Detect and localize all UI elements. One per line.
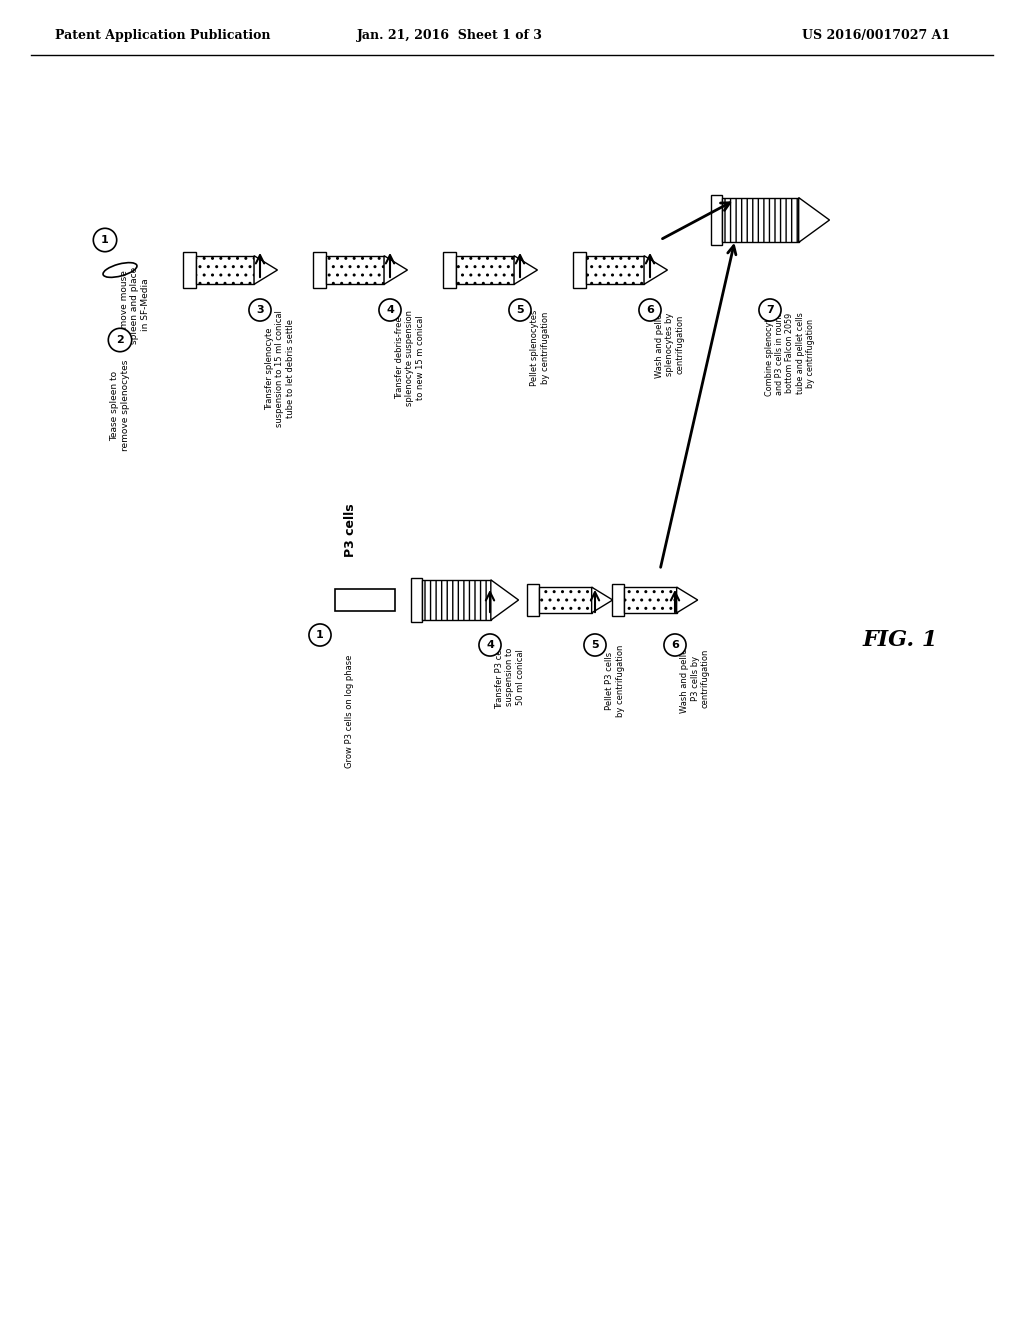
Bar (196, 256, 254, 284)
Text: Tease spleen to
remove splenocytes: Tease spleen to remove splenocytes (111, 360, 130, 451)
Text: Combine splenocytes
and P3 cells in round
bottom Falcon 2059
tube and pellet cel: Combine splenocytes and P3 cells in roun… (765, 310, 815, 396)
Circle shape (639, 298, 662, 321)
Text: 1: 1 (101, 235, 109, 246)
Text: Transfer P3 cell
suspension to
50 ml conical: Transfer P3 cell suspension to 50 ml con… (495, 645, 525, 709)
Text: Wash and pellet
P3 cells by
centrifugation: Wash and pellet P3 cells by centrifugati… (680, 645, 710, 713)
Text: 4: 4 (486, 640, 494, 649)
Bar (312, 252, 326, 288)
Circle shape (664, 634, 686, 656)
Bar (586, 256, 644, 284)
Circle shape (309, 624, 331, 645)
Text: Patent Application Publication: Patent Application Publication (55, 29, 270, 41)
Text: Wash and pellet
splenocytes by
centrifugation: Wash and pellet splenocytes by centrifug… (655, 310, 685, 378)
Circle shape (249, 298, 271, 321)
Text: 3: 3 (256, 305, 264, 315)
Circle shape (109, 329, 132, 351)
Bar (182, 252, 196, 288)
Circle shape (509, 298, 531, 321)
Text: FIG. 1: FIG. 1 (862, 630, 938, 651)
Bar (326, 256, 384, 284)
Circle shape (379, 298, 401, 321)
Text: 2: 2 (116, 335, 124, 345)
Polygon shape (799, 198, 829, 243)
Text: Pellet splenocytes
by centrifugation: Pellet splenocytes by centrifugation (530, 310, 550, 387)
Bar (456, 256, 514, 284)
Bar (711, 195, 722, 244)
Text: Transfer debris-free
splenocyte suspension
to new 15 m conical: Transfer debris-free splenocyte suspensi… (395, 310, 425, 407)
Polygon shape (677, 587, 697, 612)
Circle shape (759, 298, 781, 321)
Text: 5: 5 (591, 640, 599, 649)
Polygon shape (490, 579, 518, 620)
Polygon shape (514, 256, 538, 284)
Bar (722, 198, 799, 243)
Text: 7: 7 (766, 305, 774, 315)
Text: 6: 6 (646, 305, 654, 315)
Text: Transfer splenocyte
suspension to 15 ml conical
tube to let debris settle: Transfer splenocyte suspension to 15 ml … (265, 310, 295, 426)
Text: Pellet P3 cells
by centrifugation: Pellet P3 cells by centrifugation (605, 645, 625, 717)
Text: P3 cells: P3 cells (343, 503, 356, 557)
Bar (422, 579, 490, 620)
Bar (572, 252, 586, 288)
Text: US 2016/0017027 A1: US 2016/0017027 A1 (802, 29, 950, 41)
Bar (624, 587, 677, 612)
Text: 5: 5 (516, 305, 524, 315)
Polygon shape (592, 587, 612, 612)
Bar (527, 583, 539, 616)
Circle shape (93, 228, 117, 252)
Polygon shape (644, 256, 668, 284)
Text: Jan. 21, 2016  Sheet 1 of 3: Jan. 21, 2016 Sheet 1 of 3 (357, 29, 543, 41)
Bar (612, 583, 624, 616)
Text: Grow P3 cells on log phase: Grow P3 cells on log phase (345, 655, 354, 768)
Bar (412, 578, 422, 622)
Ellipse shape (103, 263, 137, 277)
Bar (539, 587, 592, 612)
Bar (442, 252, 456, 288)
Polygon shape (254, 256, 278, 284)
Text: 6: 6 (671, 640, 679, 649)
Bar (335, 589, 395, 611)
Text: Remove mouse
spleen and place
in SF-Media: Remove mouse spleen and place in SF-Medi… (120, 267, 150, 343)
Circle shape (584, 634, 606, 656)
Circle shape (479, 634, 501, 656)
Text: 4: 4 (386, 305, 394, 315)
Polygon shape (384, 256, 408, 284)
Text: 1: 1 (316, 630, 324, 640)
